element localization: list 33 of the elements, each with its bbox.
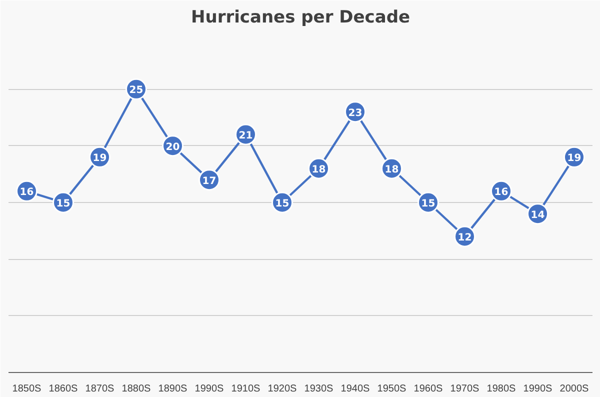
data-label: 18: [312, 164, 326, 176]
chart-title: Hurricanes per Decade: [190, 8, 410, 28]
data-label: 18: [384, 164, 399, 176]
data-label: 25: [129, 85, 144, 96]
data-label: 14: [530, 210, 545, 221]
data-label: 16: [20, 187, 34, 198]
x-tick-label: 1880S: [122, 384, 152, 394]
x-tick-label: 1860S: [48, 384, 78, 394]
x-tick-label: 1990S: [523, 384, 553, 394]
x-tick-label: 1960S: [414, 384, 444, 394]
data-label: 15: [421, 198, 436, 210]
data-label: 19: [567, 153, 582, 164]
data-label: 17: [202, 176, 216, 187]
data-label: 23: [348, 108, 362, 119]
x-tick-label: 1950S: [377, 384, 407, 394]
data-label: 19: [92, 153, 107, 164]
x-tick-label: 1990S: [194, 384, 224, 394]
x-tick-label: 1920S: [268, 384, 298, 394]
x-tick-label: 1850S: [12, 384, 42, 394]
x-tick-label: 2000S: [560, 384, 590, 394]
data-label: 15: [56, 198, 70, 210]
x-tick-label: 1890S: [158, 384, 188, 394]
data-label: 16: [494, 187, 508, 198]
x-tick-label: 1870S: [85, 384, 115, 394]
x-tick-label: 1970S: [450, 384, 480, 394]
x-tick-label: 1910S: [231, 384, 261, 394]
data-label: 15: [275, 198, 290, 210]
data-label: 12: [458, 232, 472, 244]
x-tick-label: 1930S: [304, 384, 334, 394]
data-label: 21: [238, 130, 253, 142]
x-tick-label: 1940S: [340, 384, 370, 394]
x-tick-label: 1980S: [486, 384, 516, 394]
data-label: 20: [166, 142, 180, 153]
